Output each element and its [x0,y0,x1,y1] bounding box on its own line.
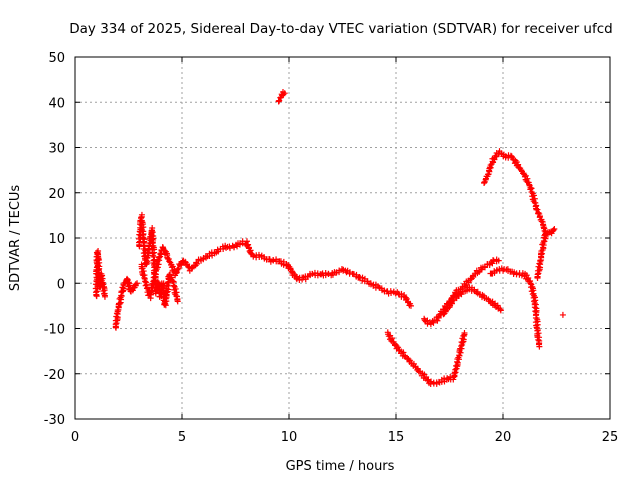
y-tick-label: 30 [48,142,65,157]
series-arc-k [534,230,550,282]
x-tick-label: 10 [281,430,298,445]
y-axis-label: SDTVAR / TECUs [8,185,23,292]
y-tick-label: 10 [48,232,65,247]
data-point-run [534,258,544,282]
x-tick-label: 5 [178,430,186,445]
data-point-run [485,158,496,178]
data-point [461,330,468,337]
data-point [407,302,414,309]
data-point [134,280,141,287]
data-point-run [124,275,134,294]
grid-lines [75,57,610,419]
data-point-run [99,280,108,299]
data-point-run [427,317,440,328]
y-tick-label: -20 [44,368,65,383]
x-tick-label: 25 [602,430,619,445]
data-point [281,90,288,97]
data-point-run [384,329,399,349]
data-point-run [367,280,381,291]
series-arc-f [384,329,468,388]
data-point-run [450,358,461,383]
data-point-run [148,224,158,267]
data-point-run [242,238,256,258]
data-point-run [170,279,181,303]
x-tick-label: 15 [388,430,405,445]
data-point-run [329,266,345,278]
data-point-run [490,256,500,265]
data-point-run [453,290,465,302]
axis-ticks: 0 5 10 15 20 25 -30 -20 -10 0 10 20 30 40 50 [44,51,619,445]
data-point-run [384,288,397,297]
x-axis-label: GPS time / hours [286,459,395,474]
data-markers [92,89,566,388]
data-point-run [487,266,500,277]
series-arc-a [92,248,108,300]
data-point-run [130,281,139,291]
x-tick-label: 0 [71,430,79,445]
y-tick-label: 40 [48,96,65,111]
data-point-run [539,231,550,252]
data-point-run [239,238,249,247]
data-point [551,225,558,232]
data-point-run [150,258,162,281]
data-point-run [527,185,541,213]
data-point-run [515,161,527,177]
data-point-run [474,288,486,301]
series-arc-i [487,265,543,350]
data-point-run [213,243,227,256]
y-tick-label: 50 [48,51,65,66]
data-point-run [531,297,541,331]
data-point-run [279,89,287,98]
data-point-run [359,274,373,287]
data-point-run [508,153,520,169]
data-point-run [521,171,534,191]
data-point-run [513,270,526,279]
y-tick-label: 20 [48,187,65,202]
data-point-run [410,360,424,375]
data-point-run [180,257,193,271]
series-arc-d [138,238,414,309]
series-arc-b [112,275,141,331]
data-point-run [166,271,177,285]
y-tick-label: 0 [57,277,65,292]
data-point [559,311,566,318]
data-point-run [502,152,514,161]
data-point-run [421,315,433,327]
x-tick-label: 20 [495,430,512,445]
data-point [536,343,543,350]
data-point-run [392,289,408,300]
series-arc-e [275,89,288,105]
data-point-run [537,244,547,264]
series-arc-g [421,256,502,328]
data-point-run [546,227,557,237]
data-point-run [112,308,121,331]
data-point [174,298,181,305]
data-point-run [138,211,147,241]
data-point-run [114,300,123,314]
data-point [495,257,502,264]
data-point-run [418,370,433,387]
series-arc-l [559,311,566,318]
data-point-run [138,261,149,285]
data-point [101,293,108,300]
data-point-run [144,239,154,259]
series-arc-h [440,284,504,318]
data-point-run [222,242,236,252]
chart-title: Day 334 of 2025, Sidereal Day-to-day VTE… [69,21,612,37]
y-tick-label: -30 [44,413,65,428]
y-tick-label: -10 [44,323,65,338]
data-point [497,307,504,314]
data-point [542,230,549,237]
